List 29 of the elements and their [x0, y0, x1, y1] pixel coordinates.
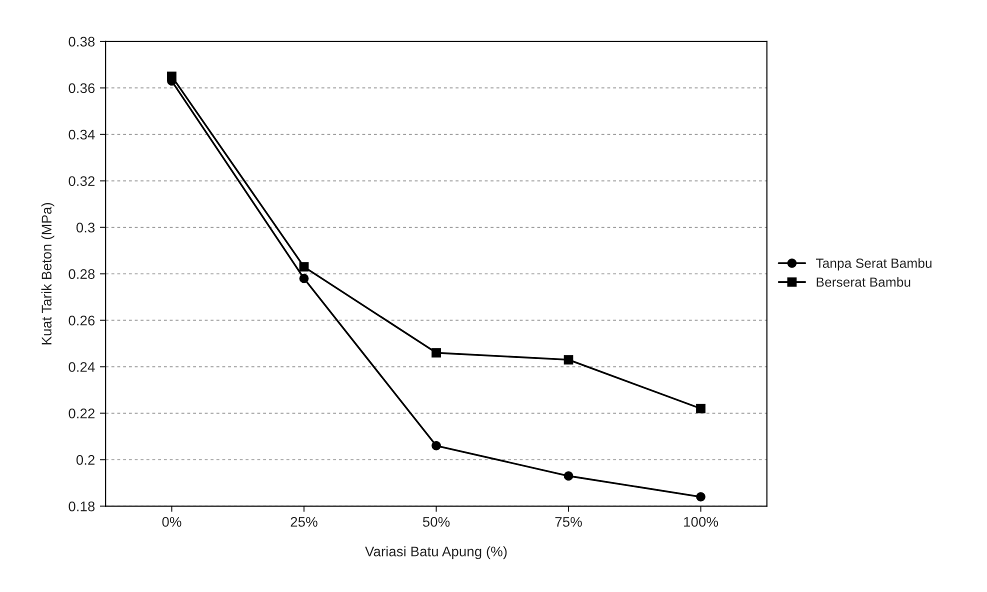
- y-tick-label: 0.32: [68, 176, 94, 186]
- point: [564, 355, 574, 364]
- legend-label: Berserat Bambu: [816, 277, 910, 287]
- y-tick-label: 0.3: [76, 222, 95, 232]
- x-tick-label: 25%: [290, 516, 318, 527]
- y-tick-label: 0.34: [68, 130, 95, 140]
- point: [432, 441, 441, 450]
- point: [299, 274, 309, 284]
- point: [564, 471, 574, 481]
- y-tick-label: 0.2: [76, 455, 94, 465]
- y-axis-title: Kuat Tarik Beton (MPa): [41, 202, 54, 344]
- y-tick-label: 0.24: [68, 362, 95, 372]
- point: [432, 348, 441, 358]
- x-tick-label: 100%: [684, 516, 718, 527]
- x-tick-label: 75%: [555, 517, 582, 527]
- x-tick-label: 50%: [422, 516, 450, 527]
- y-tick-label: 0.28: [68, 269, 95, 279]
- y-tick-label: 0.22: [68, 408, 94, 418]
- point: [299, 262, 309, 272]
- y-tick-label: 0.18: [68, 501, 95, 512]
- legend-label: Tanpa Serat Bambu: [816, 258, 932, 270]
- point: [696, 492, 706, 502]
- x-axis-title: Variasi Batu Apung (%): [365, 546, 507, 560]
- y-tick-label: 0.38: [68, 36, 95, 47]
- point: [167, 72, 176, 81]
- x-tick-label: 0%: [162, 516, 182, 527]
- y-tick-label: 0.26: [68, 316, 95, 326]
- y-tick-label: 0.36: [68, 83, 95, 94]
- point: [696, 404, 706, 414]
